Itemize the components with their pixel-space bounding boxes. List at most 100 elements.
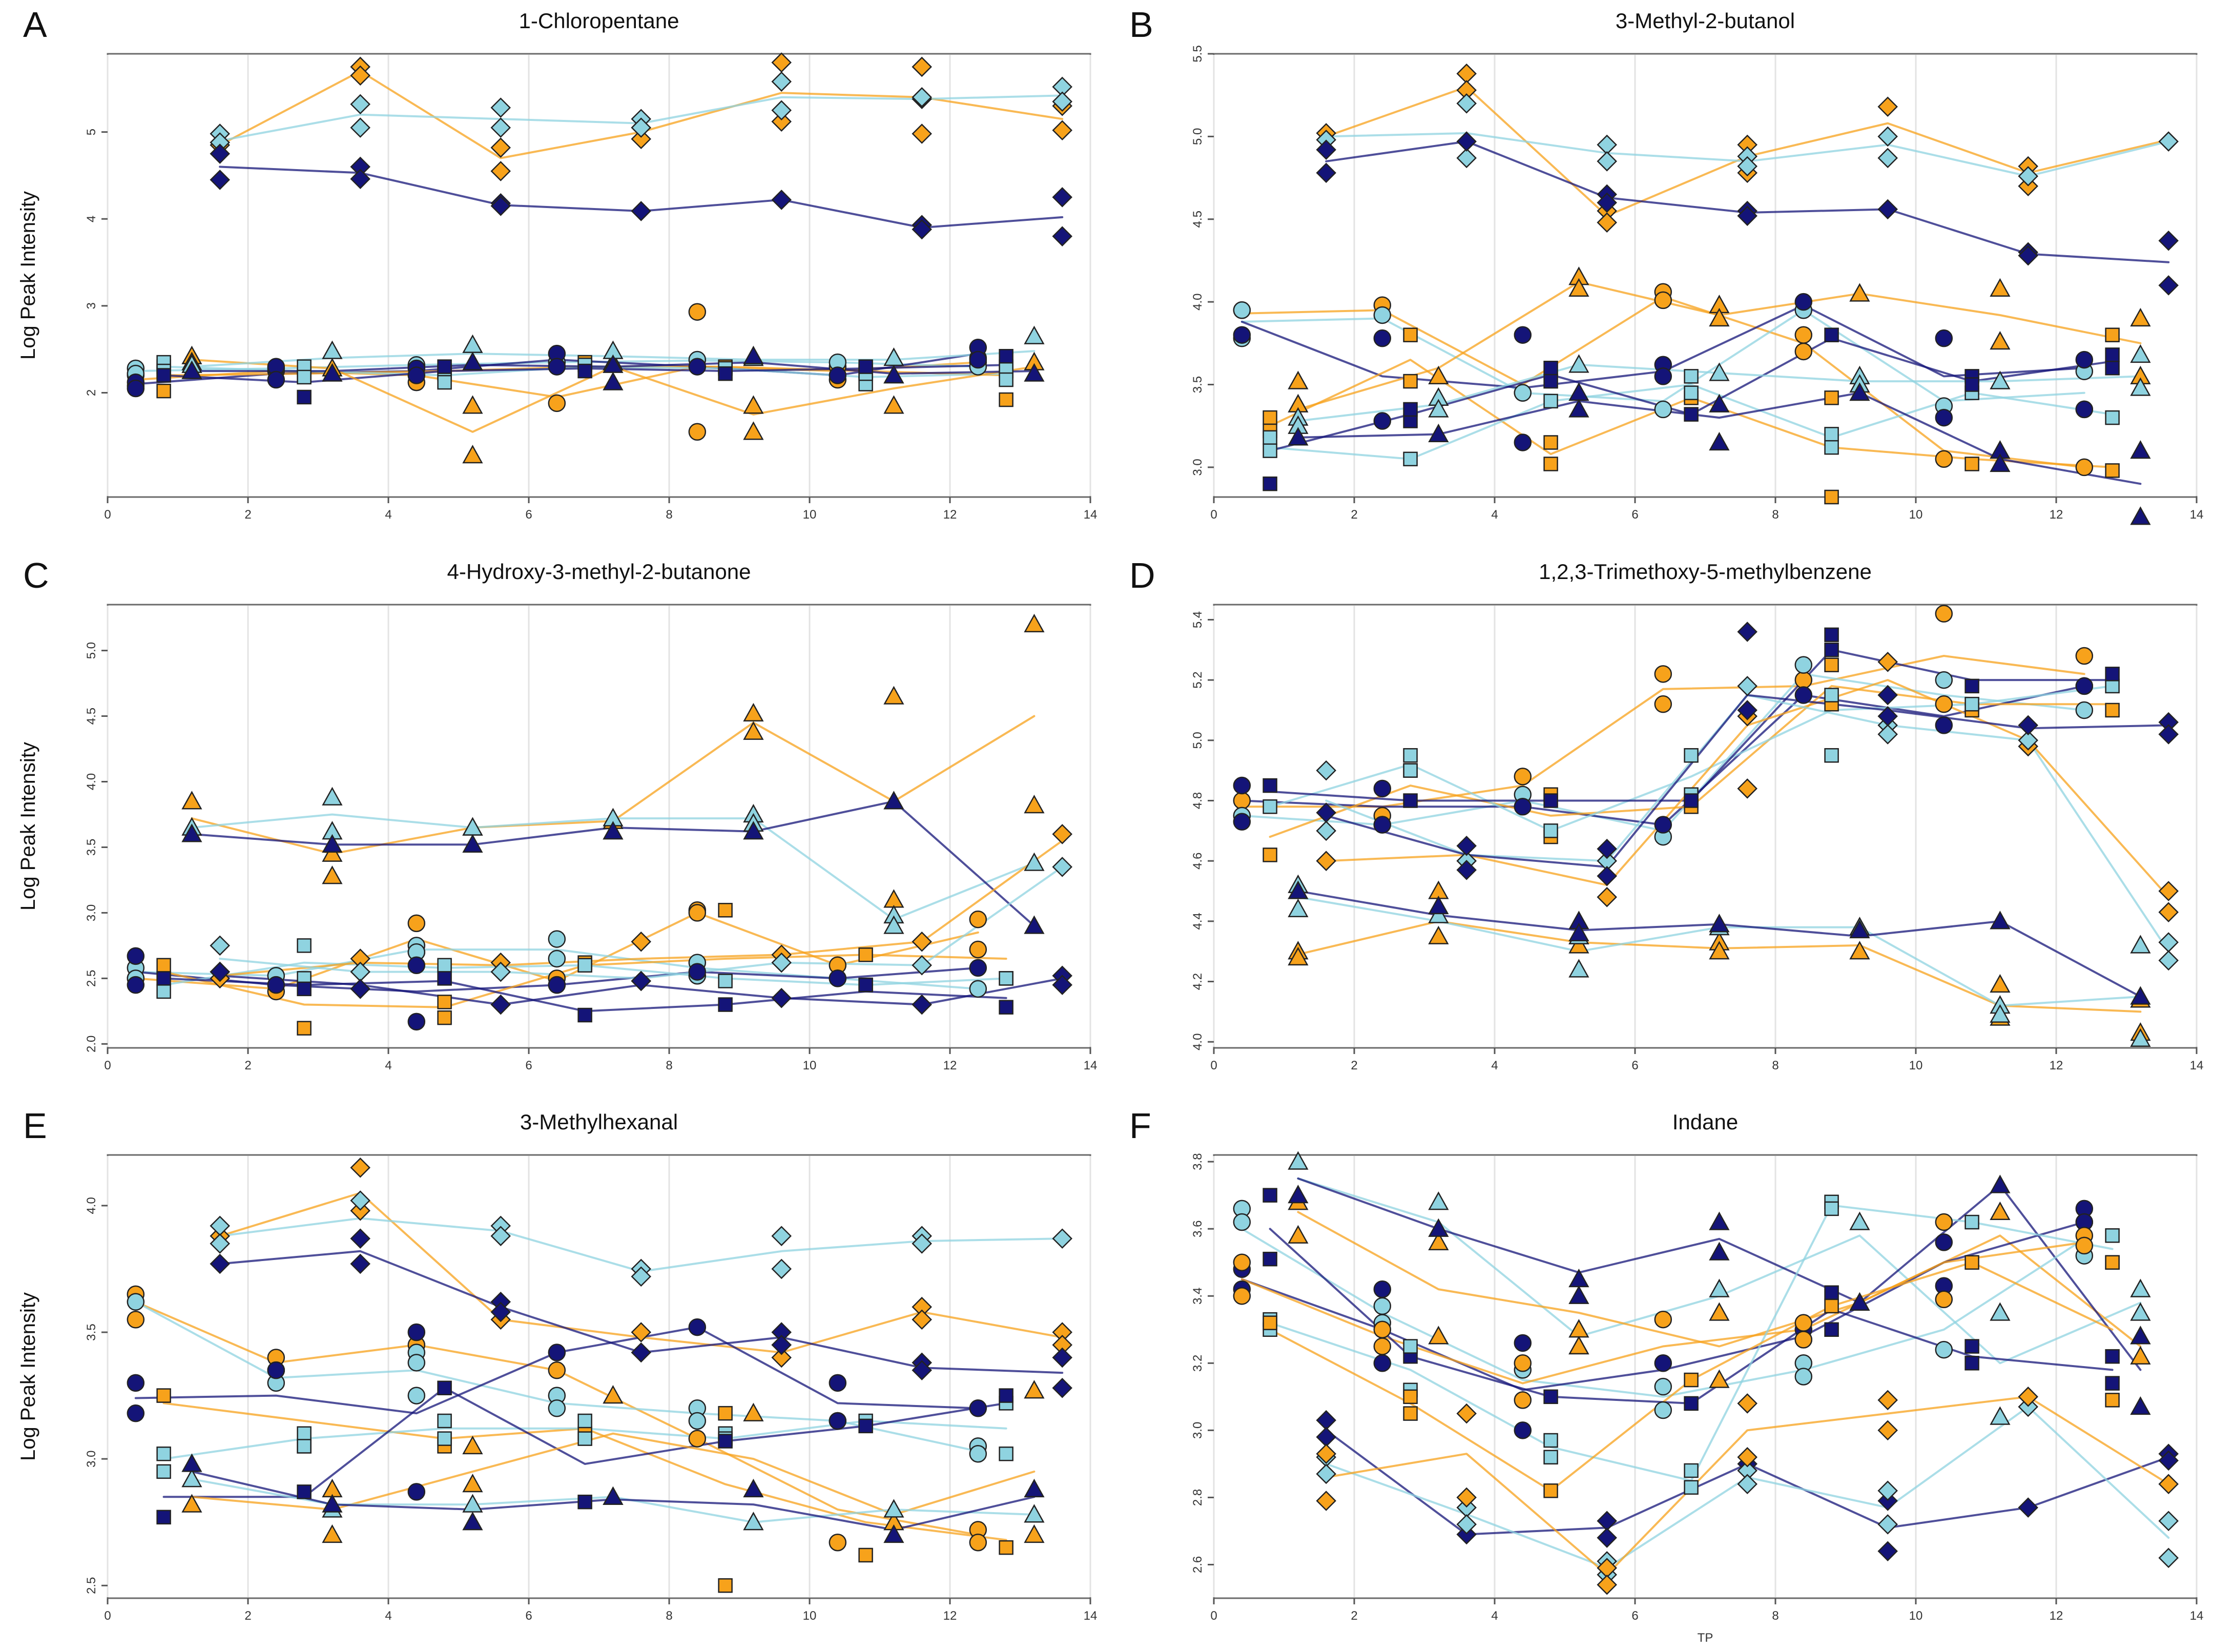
data-point-triangle — [1990, 331, 2011, 350]
data-point-triangle — [2130, 1278, 2151, 1297]
data-point-square — [2105, 1349, 2120, 1364]
data-point-square — [156, 1388, 171, 1403]
data-point-circle — [1514, 798, 1532, 816]
data-point-diamond — [771, 1347, 792, 1368]
data-point-triangle — [1990, 278, 2011, 297]
data-point-square — [999, 1388, 1014, 1403]
data-point-circle — [1514, 768, 1532, 786]
data-point-square — [1403, 763, 1418, 778]
data-point-diamond — [1597, 838, 1617, 859]
data-point-triangle — [1709, 1242, 1730, 1261]
data-point-circle — [969, 1534, 987, 1552]
data-point-triangle — [1990, 370, 2011, 389]
data-point-circle — [1935, 605, 1953, 623]
x-tick-label: 2 — [1351, 1609, 1357, 1623]
data-point-circle — [688, 1318, 707, 1336]
data-point-triangle — [1990, 974, 2011, 993]
series-points — [127, 1157, 1072, 1593]
data-point-triangle — [1709, 362, 1730, 381]
data-point-square — [1824, 489, 1839, 505]
data-point-diamond — [1456, 1487, 1477, 1508]
data-point-square — [1403, 793, 1418, 808]
data-point-square — [1964, 1339, 1979, 1354]
data-point-triangle — [1990, 453, 2011, 472]
x-tick-label: 8 — [666, 1059, 672, 1072]
data-point-square — [437, 1010, 452, 1025]
data-point-diamond — [1052, 1347, 1072, 1368]
data-point-circle — [407, 1483, 426, 1501]
data-point-square — [1403, 1406, 1418, 1421]
x-tick-label: 0 — [104, 1059, 111, 1072]
data-point-circle — [1373, 329, 1392, 347]
data-point-diamond — [912, 56, 932, 77]
data-point-circle — [548, 394, 566, 412]
data-point-circle — [688, 303, 707, 321]
data-point-triangle — [462, 445, 483, 464]
panel-f: F 0 2 4 6 8 10 12 14 2.6 2.8 3.0 3.2 3.4 3.6 3.8 Indane… — [1106, 1101, 2213, 1652]
data-point-circle — [1794, 326, 1813, 344]
gridlines — [107, 55, 1091, 496]
data-point-circle — [1794, 1368, 1813, 1386]
data-point-diamond — [631, 1342, 651, 1363]
data-point-triangle — [2130, 1346, 2151, 1365]
x-axis: 0 2 4 6 8 10 12 14 — [104, 1598, 1097, 1623]
data-point-triangle — [1568, 1335, 1589, 1355]
x-tick-label: 0 — [1210, 1609, 1217, 1623]
data-point-square — [2105, 360, 2120, 376]
data-point-square — [577, 958, 592, 973]
data-point-square — [1543, 435, 1558, 450]
panel-b: B 0 2 4 6 8 10 12 14 3.0 3.5 4.0 4.5 5.0 5.5 3-Methyl-… — [1106, 0, 2213, 551]
data-point-triangle — [2130, 1302, 2151, 1321]
data-point-triangle — [181, 1453, 202, 1472]
data-point-diamond — [490, 137, 511, 158]
data-point-circle — [688, 963, 707, 981]
data-point-diamond — [350, 1190, 370, 1211]
x-tick-label: 8 — [666, 508, 672, 522]
data-point-triangle — [1990, 911, 2011, 930]
data-point-circle — [1654, 367, 1672, 385]
data-point-circle — [1373, 816, 1392, 834]
data-point-square — [1964, 1255, 1979, 1270]
data-point-circle — [548, 930, 566, 948]
data-point-square — [1824, 643, 1839, 657]
data-point-triangle — [1709, 1278, 1730, 1297]
data-point-circle — [1794, 1331, 1813, 1349]
data-point-diamond — [210, 143, 230, 164]
y-tick-label: 5.0 — [85, 642, 98, 659]
x-tick-label: 0 — [1210, 508, 1217, 522]
data-point-triangle — [1024, 852, 1045, 871]
data-point-square — [1403, 402, 1418, 417]
data-point-diamond — [1737, 205, 1757, 226]
data-point-diamond — [1456, 835, 1477, 856]
data-point-triangle — [1568, 935, 1589, 954]
data-point-circle — [127, 976, 145, 994]
data-point-triangle — [883, 686, 904, 705]
data-point-triangle — [462, 1473, 483, 1493]
data-point-triangle — [1709, 307, 1730, 327]
x-tick-label: 12 — [2050, 508, 2063, 522]
data-point-diamond — [350, 169, 370, 190]
data-point-square — [1684, 1396, 1699, 1411]
data-point-diamond — [2158, 881, 2179, 901]
y-tick-label: 3.0 — [85, 904, 98, 921]
x-tick-label: 12 — [943, 1059, 957, 1072]
data-point-diamond — [2018, 1387, 2038, 1407]
y-tick-label: 4.0 — [1191, 1034, 1205, 1050]
data-point-square — [1964, 678, 1979, 694]
data-point-diamond — [1877, 96, 1898, 117]
data-point-triangle — [1568, 1285, 1589, 1304]
data-point-diamond — [490, 1226, 511, 1246]
data-point-diamond — [1737, 700, 1757, 720]
data-point-circle — [969, 940, 987, 959]
data-point-circle — [829, 366, 847, 384]
data-point-square — [999, 348, 1014, 364]
data-point-square — [1824, 327, 1839, 342]
data-point-diamond — [2158, 902, 2179, 922]
data-point-circle — [1233, 1253, 1251, 1271]
data-point-circle — [2075, 1236, 2094, 1255]
data-point-diamond — [210, 961, 230, 982]
data-point-square — [437, 1413, 452, 1429]
data-point-circle — [688, 1412, 707, 1430]
data-point-circle — [969, 910, 987, 928]
data-point-diamond — [350, 1253, 370, 1274]
